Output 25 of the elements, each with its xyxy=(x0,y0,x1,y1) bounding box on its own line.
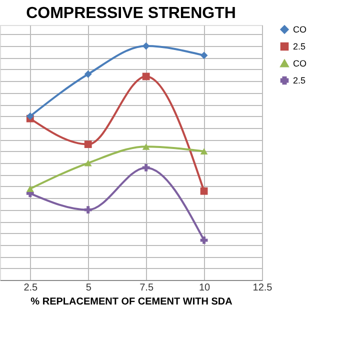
point xyxy=(200,187,208,195)
point xyxy=(142,42,150,50)
x-tick-label: 10 xyxy=(198,282,211,294)
x-tick-label: 2.5 xyxy=(24,282,38,294)
x-tick-label: 12.5 xyxy=(252,282,273,294)
point xyxy=(200,236,208,244)
point xyxy=(142,72,150,80)
x-tick-label: 7.5 xyxy=(140,282,154,294)
chart-title: COMPRESSIVE STRENGTH xyxy=(26,5,236,22)
point xyxy=(84,206,92,214)
point xyxy=(84,160,92,166)
point xyxy=(26,112,34,120)
x-axis-title: % REPLACEMENT OF CEMENT WITH SDA xyxy=(30,296,232,308)
point xyxy=(142,164,150,172)
x-tick-label: 5 xyxy=(86,282,92,294)
legend-label: 2.5 xyxy=(293,42,306,52)
point xyxy=(84,70,92,78)
point xyxy=(142,143,150,150)
point xyxy=(200,148,208,155)
point xyxy=(84,140,92,148)
point xyxy=(200,52,208,60)
legend-label: 2.5 xyxy=(293,76,306,86)
legend-label: CO xyxy=(293,24,306,34)
legend-label: CO xyxy=(293,58,306,68)
point xyxy=(26,186,34,192)
